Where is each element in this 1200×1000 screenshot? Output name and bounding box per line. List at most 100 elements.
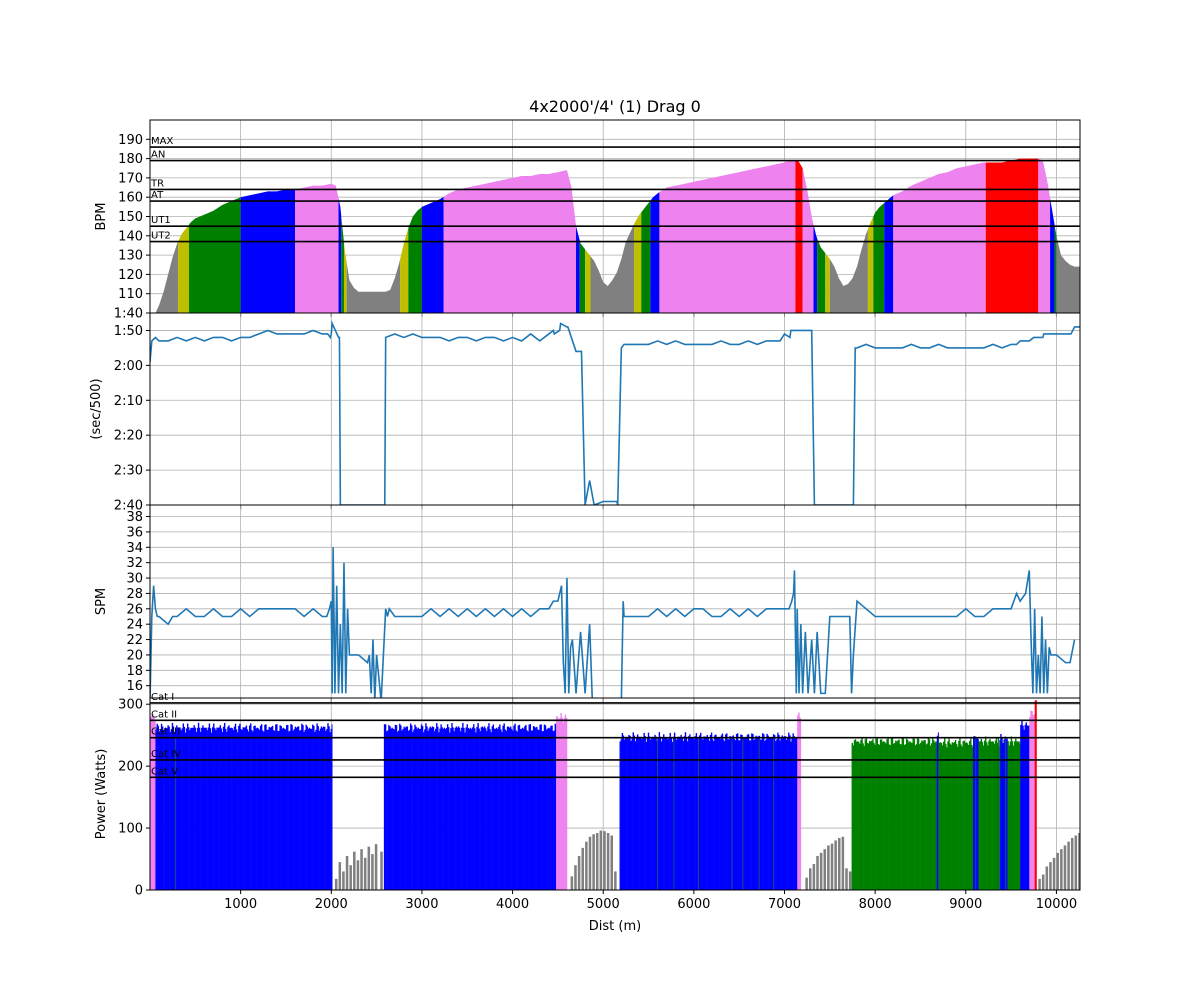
power-bar	[979, 741, 981, 890]
power-bar	[306, 726, 309, 890]
power-bar	[538, 730, 540, 890]
power-bar	[781, 735, 783, 890]
power-bar	[536, 726, 538, 890]
power-bar	[438, 732, 440, 890]
power-rest-bar	[1078, 833, 1080, 890]
power-bar	[300, 730, 302, 890]
power-rest-bar	[345, 855, 349, 890]
power-bar	[161, 726, 164, 890]
power-bar	[912, 738, 914, 890]
power-bar	[915, 744, 918, 890]
power-bar	[983, 740, 986, 890]
y-tick-label: 30	[126, 572, 143, 587]
hr-zone-area	[400, 228, 409, 313]
power-bar	[713, 741, 715, 890]
power-bar	[936, 742, 938, 890]
power-bar	[959, 738, 961, 890]
pace-line	[150, 320, 1080, 505]
power-bar	[1026, 725, 1029, 890]
power-bar	[500, 729, 502, 890]
power-bar	[653, 737, 655, 890]
power-bar	[871, 740, 873, 890]
power-bar	[634, 741, 637, 890]
power-bar	[930, 743, 933, 890]
panel-frame	[149, 697, 1081, 891]
power-bar	[549, 728, 551, 890]
power-rest-bar	[1038, 878, 1041, 890]
hr-zone-area	[893, 162, 986, 313]
power-bar	[623, 739, 626, 890]
power-bar	[986, 742, 988, 890]
power-bar	[883, 741, 885, 890]
power-bar	[289, 730, 291, 890]
power-bar	[279, 725, 281, 890]
power-bar	[725, 734, 727, 890]
power-bar	[305, 724, 307, 890]
power-bar	[638, 736, 640, 890]
power-rest-bar	[570, 876, 574, 890]
power-bar	[462, 722, 464, 890]
power-bar	[441, 727, 443, 890]
power-bar	[499, 724, 501, 890]
power-bar	[783, 736, 786, 890]
power-rest-bar	[1049, 862, 1052, 890]
y-tick-label: 100	[118, 822, 143, 837]
panel-frame	[149, 504, 1081, 699]
power-bar	[716, 737, 718, 890]
power-bar	[1021, 720, 1023, 890]
power-bar	[641, 739, 643, 890]
power-bar	[217, 727, 219, 890]
power-bar	[471, 727, 474, 890]
power-bar	[790, 741, 792, 890]
power-bar	[271, 725, 274, 890]
power-bar	[1017, 741, 1019, 890]
power-bar	[550, 725, 552, 890]
hr-zone-area	[338, 198, 342, 313]
power-bar	[952, 742, 955, 890]
zone-line-label: Cat I	[151, 692, 174, 703]
power-bar	[619, 741, 621, 890]
power-bar	[726, 733, 728, 890]
power-bar	[669, 732, 671, 890]
power-bar	[539, 724, 541, 890]
power-bar	[926, 743, 929, 890]
power-bar	[506, 726, 509, 890]
power-bar	[269, 727, 272, 890]
hr-zone-area	[985, 158, 1039, 313]
power-rest-bar	[1060, 849, 1063, 890]
power-bar	[698, 735, 701, 890]
power-bar	[232, 730, 235, 890]
power-bar	[264, 724, 266, 890]
power-bar	[913, 738, 915, 890]
power-bar	[295, 727, 298, 890]
power-bar	[177, 727, 179, 890]
power-bar	[310, 728, 313, 890]
power-bar	[195, 732, 198, 890]
x-tick-label: 6000	[677, 897, 710, 912]
power-bar	[188, 727, 190, 890]
power-bar	[796, 737, 798, 890]
power-rest-bar	[349, 865, 352, 890]
power-bar	[179, 727, 181, 890]
power-bar	[152, 714, 154, 890]
power-bar	[266, 729, 268, 890]
power-bar	[176, 725, 178, 890]
power-bar	[218, 727, 220, 890]
power-bar	[159, 729, 162, 890]
power-bar	[793, 736, 795, 890]
power-bar	[891, 738, 894, 890]
power-bar	[191, 727, 193, 890]
power-bar	[1008, 745, 1010, 890]
power-bar	[432, 727, 435, 890]
power-bar	[688, 736, 690, 890]
power-bar	[973, 736, 975, 890]
power-bar	[654, 734, 656, 890]
power-bar	[308, 727, 311, 890]
power-bar	[503, 723, 505, 890]
power-bar	[853, 740, 856, 890]
hr-zone-area	[150, 241, 179, 313]
zone-line-label: UT1	[151, 215, 171, 226]
power-bar	[490, 732, 492, 890]
power-bar	[798, 712, 800, 890]
power-rest-bar	[588, 836, 592, 890]
